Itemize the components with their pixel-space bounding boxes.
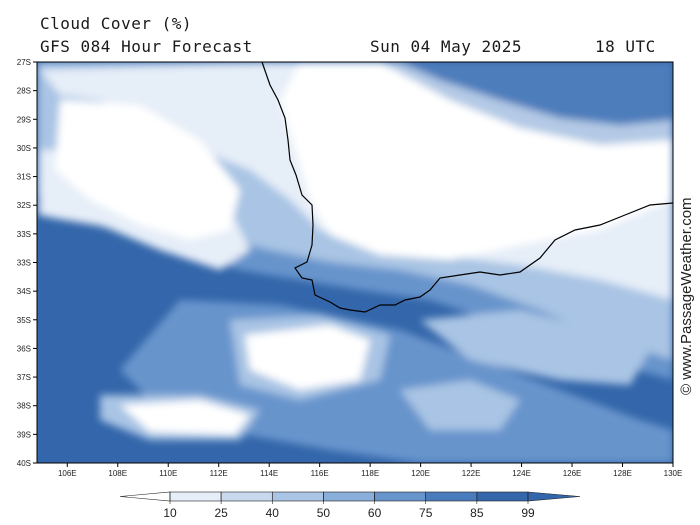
latitude-axis: 27S 28S 29S 30S 31S 32S 33S 33S 34S 35S 36S 37S 38S 3… [17,58,37,468]
colorbar-label: 85 [470,506,484,520]
lon-label: 126E [563,469,582,478]
lat-label: 29S [17,115,31,124]
colorbar-label: 50 [317,506,331,520]
lon-label: 128E [613,469,632,478]
forecast-time: 18 UTC [595,37,656,56]
colorbar-segment [323,491,375,502]
forecast-date: Sun 04 May 2025 [370,37,522,56]
lat-label: 36S [17,344,31,353]
lat-label: 32S [17,201,31,210]
lon-label: 108E [108,469,127,478]
lat-label: 33S [17,259,31,268]
colorbar-label: 40 [266,506,280,520]
lat-label: 33S [17,230,31,239]
lat-label: 31S [17,173,31,182]
lat-label: 28S [17,87,31,96]
colorbar-segment [220,491,273,502]
colorbar-segment [476,491,529,502]
colorbar-segment [169,491,222,502]
lat-label: 40S [17,459,31,468]
lon-label: 118E [361,469,379,478]
lon-label: 106E [58,469,77,478]
chart-title: Cloud Cover (%) [40,14,192,33]
lat-label: 38S [17,402,31,411]
lon-label: 130E [664,469,683,478]
lon-label: 122E [462,469,481,478]
colorbar-label: 99 [521,506,535,520]
lon-label: 112E [210,469,228,478]
lon-label: 124E [512,469,531,478]
model-line: GFS 084 Hour Forecast [40,37,253,56]
credit-text: © www.PassageWeather.com [678,197,695,395]
coastline [261,61,674,313]
colorbar-segment [374,491,427,502]
longitude-axis: 106E 108E 110E 112E 114E 116E 118E 120E 122E 124E… [58,463,682,478]
lat-label: 34S [17,287,31,296]
lat-label: 37S [17,373,31,382]
colorbar-low-arrow [119,491,171,502]
lon-label: 114E [260,469,278,478]
colorbar-segment [425,491,478,502]
colorbar-label: 10 [163,506,177,520]
lon-label: 120E [411,469,430,478]
lat-label: 27S [17,58,31,67]
colorbar: 10 25 40 50 60 75 85 99 [119,491,581,520]
credit-watermark: © www.PassageWeather.com [678,197,695,395]
lat-label: 30S [17,144,31,153]
lon-label: 110E [159,469,177,478]
colorbar-label: 60 [368,506,382,520]
colorbar-high-arrow [527,491,581,502]
lon-label: 116E [311,469,329,478]
colorbar-label: 25 [214,506,228,520]
cloud-field [37,62,673,463]
colorbar-segment [271,491,324,502]
lat-label: 35S [17,316,31,325]
lat-label: 39S [17,430,31,439]
colorbar-label: 75 [419,506,433,520]
